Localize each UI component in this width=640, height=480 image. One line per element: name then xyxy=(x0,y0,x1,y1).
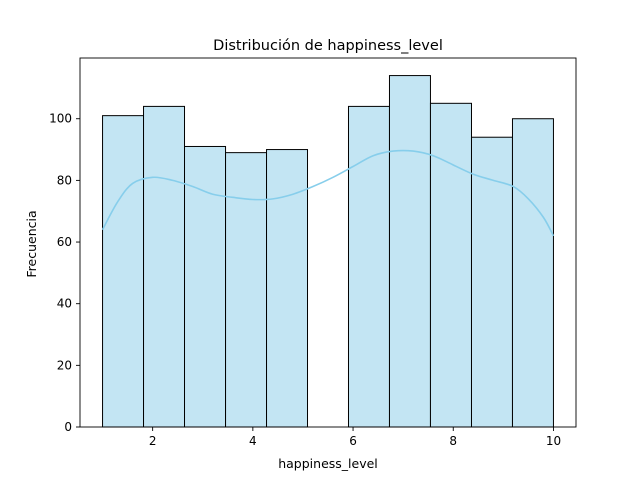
x-axis-label: happiness_level xyxy=(278,456,378,471)
chart-title: Distribución de happiness_level xyxy=(213,38,443,54)
x-tick-label: 8 xyxy=(449,434,457,448)
histogram-bar xyxy=(347,105,390,428)
x-tick-label: 6 xyxy=(349,434,357,448)
y-tick-label: 0 xyxy=(64,420,72,434)
histogram-bar xyxy=(511,118,554,428)
y-tick-label: 60 xyxy=(57,235,72,249)
histogram-bars xyxy=(102,75,554,428)
histogram-bar xyxy=(143,105,186,428)
plot-frame xyxy=(79,57,577,428)
histogram-bar xyxy=(184,145,227,428)
kde-curve xyxy=(101,149,555,237)
histogram-bar xyxy=(102,115,145,428)
x-tick-label: 10 xyxy=(546,434,561,448)
y-tick-label: 100 xyxy=(49,112,72,126)
x-tick-label: 2 xyxy=(149,434,157,448)
histogram-bar xyxy=(225,152,268,428)
x-tick-label: 4 xyxy=(249,434,257,448)
y-tick-label: 80 xyxy=(57,173,72,187)
y-axis-ticks: 0 20 40 60 80 100 xyxy=(49,112,80,434)
x-axis-ticks: 2 4 6 8 10 xyxy=(149,427,561,448)
histogram-bar xyxy=(470,136,513,428)
histogram-bar xyxy=(388,75,431,428)
y-tick-label: 20 xyxy=(57,358,72,372)
y-axis-label: Frecuencia xyxy=(24,210,39,277)
y-tick-label: 40 xyxy=(57,297,72,311)
histogram-bar xyxy=(429,102,472,428)
